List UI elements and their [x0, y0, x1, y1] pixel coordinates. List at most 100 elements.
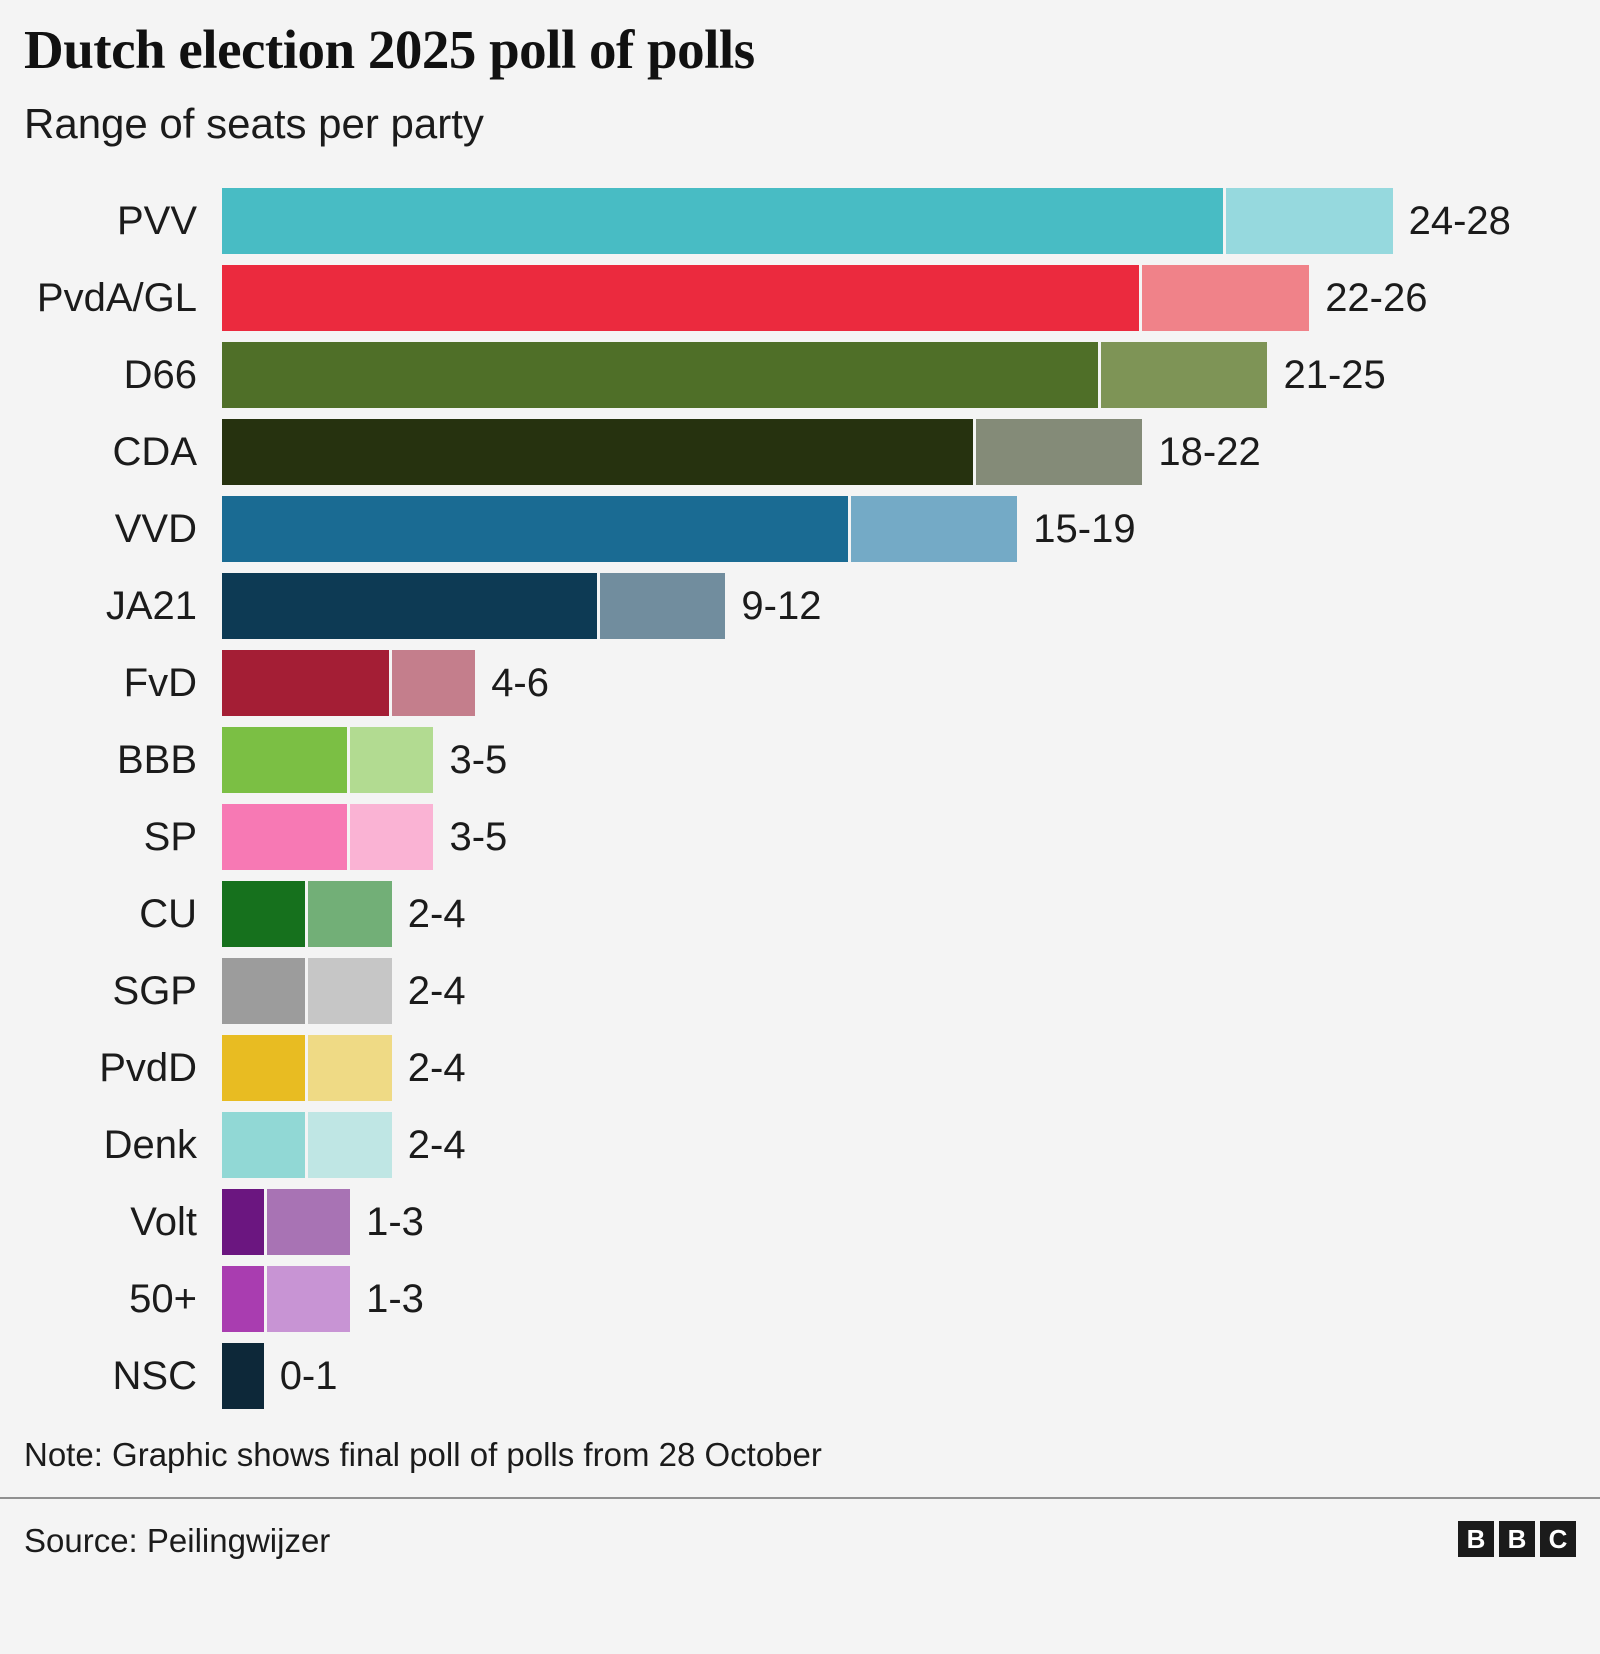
bar-group: 0-1: [222, 1343, 1600, 1409]
chart-row: NSC 0-1: [0, 1343, 1600, 1409]
bar-segment-min: [222, 1189, 264, 1255]
chart-row: BBB 3-5: [0, 727, 1600, 793]
value-label: 24-28: [1408, 199, 1511, 243]
chart-row: PvdD 2-4: [0, 1035, 1600, 1101]
bar-segment-min: [222, 342, 1098, 408]
chart-row: PvdA/GL 22-26: [0, 265, 1600, 331]
value-label: 18-22: [1158, 430, 1261, 474]
bar-segment-range: [308, 958, 392, 1024]
bar-segment-range: [350, 804, 434, 870]
chart-subtitle: Range of seats per party: [24, 100, 484, 147]
value-label: 0-1: [279, 1354, 338, 1398]
bar-group: 18-22: [222, 419, 1600, 485]
page-title: Dutch election 2025 poll of polls: [24, 19, 755, 80]
chart-note: Note: Graphic shows final poll of polls …: [24, 1436, 822, 1473]
value-label: 2-4: [407, 969, 466, 1013]
party-label: Volt: [130, 1200, 197, 1244]
bbc-logo-letter: B: [1458, 1521, 1494, 1557]
chart-row: CDA 18-22: [0, 419, 1600, 485]
bar-segment-min: [222, 727, 348, 793]
value-label: 1-3: [366, 1277, 424, 1321]
bar-segment-range: [308, 1035, 392, 1101]
chart-row: JA21 9-12: [0, 573, 1600, 639]
bbc-logo-letter: C: [1540, 1521, 1576, 1557]
bar-group: 9-12: [222, 573, 1600, 639]
party-label: BBB: [116, 738, 197, 782]
chart-row: SGP 2-4: [0, 958, 1600, 1024]
bar-segment-min: [222, 1035, 306, 1101]
bar-segment-range: [350, 727, 434, 793]
bar-group: 2-4: [222, 881, 1600, 947]
chart-row: Denk 2-4: [0, 1112, 1600, 1178]
party-label: CDA: [112, 430, 197, 474]
source-label: Source: Peilingwijzer: [24, 1522, 331, 1559]
bar-group: 15-19: [222, 496, 1600, 562]
chart-row: Volt 1-3: [0, 1189, 1600, 1255]
party-label: JA21: [105, 584, 197, 628]
party-label: SP: [143, 815, 197, 859]
value-label: 15-19: [1033, 507, 1136, 551]
bar-group: 22-26: [222, 265, 1600, 331]
value-label: 3-5: [449, 815, 508, 859]
bar-group: 3-5: [222, 804, 1600, 870]
bar-segment-range: [391, 650, 476, 716]
bar-segment-min: [222, 419, 973, 485]
bar-segment-min: [222, 496, 848, 562]
chart-row: VVD 15-19: [0, 496, 1600, 562]
bar-segment-range: [1225, 188, 1393, 254]
value-label: 22-26: [1325, 276, 1428, 320]
bar-segment-min: [222, 804, 348, 870]
bar-group: 2-4: [222, 1112, 1600, 1178]
chart-row: SP 3-5: [0, 804, 1600, 870]
party-label: 50+: [129, 1277, 197, 1321]
bar-segment-min: [222, 188, 1223, 254]
bar-segment-range: [266, 1189, 351, 1255]
bar-segment-range: [1142, 265, 1310, 331]
bar-segment-min: [222, 650, 389, 716]
bar-group: 4-6: [222, 650, 1600, 716]
bar-group: 1-3: [222, 1189, 1600, 1255]
bar-segment-range: [850, 496, 1018, 562]
chart-header: Dutch election 2025 poll of polls Range …: [0, 0, 1600, 152]
party-label: D66: [123, 353, 197, 397]
value-label: 4-6: [491, 661, 549, 705]
party-label: PVV: [116, 199, 197, 243]
bar-group: 24-28: [222, 188, 1600, 254]
bar-segment-min: [222, 958, 306, 1024]
bar-segment-range: [222, 1343, 264, 1409]
bar-segment-min: [222, 1266, 264, 1332]
party-label: Denk: [103, 1123, 197, 1167]
bar-segment-range: [1100, 342, 1268, 408]
value-label: 2-4: [407, 892, 466, 936]
value-label: 21-25: [1283, 353, 1386, 397]
chart-row: D66 21-25: [0, 342, 1600, 408]
bar-segment-range: [308, 1112, 392, 1178]
chart-row: CU 2-4: [0, 881, 1600, 947]
bar-chart-plot-area: PVV 24-28 PvdA/GL 22-26 D66 21-25 CDA 18-22 VVD 1…: [0, 188, 1600, 1409]
chart-row: 50+ 1-3: [0, 1266, 1600, 1332]
bar-segment-range: [975, 419, 1143, 485]
party-label: FvD: [123, 661, 197, 705]
chart-row: PVV 24-28: [0, 188, 1600, 254]
footer-divider: [0, 1497, 1600, 1499]
party-label: SGP: [112, 969, 197, 1013]
value-label: 2-4: [407, 1123, 466, 1167]
bar-group: 3-5: [222, 727, 1600, 793]
bar-segment-min: [222, 573, 598, 639]
bar-group: 2-4: [222, 1035, 1600, 1101]
party-label: CU: [139, 892, 197, 936]
chart-row: FvD 4-6: [0, 650, 1600, 716]
bar-segment-min: [222, 1112, 306, 1178]
party-label: PvdD: [99, 1046, 197, 1090]
bar-segment-min: [222, 265, 1140, 331]
bar-segment-range: [266, 1266, 351, 1332]
bar-segment-min: [222, 881, 306, 947]
party-label: PvdA/GL: [36, 276, 197, 320]
party-label: NSC: [112, 1354, 197, 1398]
bar-segment-range: [600, 573, 726, 639]
bar-group: 1-3: [222, 1266, 1600, 1332]
value-label: 1-3: [366, 1200, 424, 1244]
